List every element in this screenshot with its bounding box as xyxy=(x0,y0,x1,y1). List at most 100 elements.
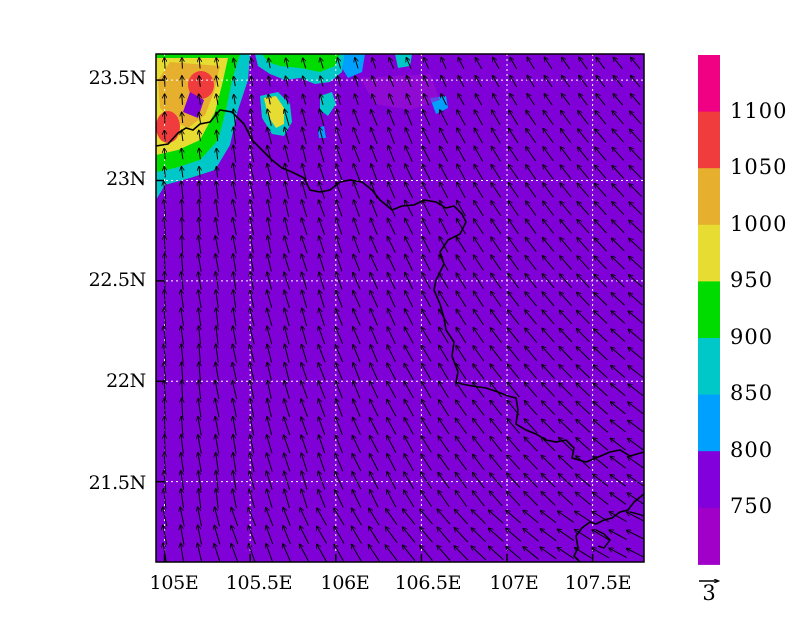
wind-vector xyxy=(370,472,379,490)
wind-vector xyxy=(405,128,413,144)
wind-vector xyxy=(216,308,218,327)
wind-vector xyxy=(353,309,361,326)
wind-vector xyxy=(489,491,503,507)
wind-vector xyxy=(542,292,555,307)
border-line xyxy=(156,109,644,463)
wind-vector xyxy=(233,453,237,472)
wind-vector xyxy=(335,327,344,344)
wind-vector xyxy=(335,472,344,490)
wind-vector xyxy=(507,491,521,507)
wind-vector xyxy=(405,291,414,308)
wind-vector xyxy=(629,129,642,143)
wind-vector xyxy=(338,76,341,87)
wind-vector xyxy=(507,419,520,434)
wind-vector xyxy=(559,419,573,433)
wind-vector xyxy=(317,544,327,562)
wind-vector xyxy=(353,345,361,363)
wind-vector xyxy=(285,200,290,218)
wind-vector xyxy=(458,94,465,106)
wind-vector xyxy=(318,471,326,490)
wind-vector xyxy=(267,344,273,363)
wind-vector xyxy=(404,327,414,344)
wind-vector xyxy=(406,76,412,87)
wind-vector xyxy=(286,58,288,69)
wind-vector xyxy=(389,58,395,69)
wind-vector xyxy=(267,326,273,345)
wind-vector xyxy=(199,112,201,123)
wind-vector xyxy=(405,273,414,290)
wind-vector xyxy=(593,474,609,487)
wind-vector xyxy=(336,290,343,308)
wind-vector xyxy=(438,418,450,435)
colorbar xyxy=(698,55,720,565)
wind-vector xyxy=(319,182,325,199)
wind-vector xyxy=(266,453,273,472)
wind-vector xyxy=(490,382,503,398)
wind-vector xyxy=(370,218,378,235)
wind-vector xyxy=(559,456,574,470)
wind-vector xyxy=(388,291,396,308)
wind-vector xyxy=(181,130,183,142)
wind-vector xyxy=(474,201,484,217)
wind-vector xyxy=(164,181,166,199)
wind-vector xyxy=(473,309,484,326)
wind-vector xyxy=(353,218,360,235)
wind-vector xyxy=(301,381,308,399)
colorbar-label-850: 850 xyxy=(730,381,774,405)
wind-vector xyxy=(595,111,607,125)
wind-vector xyxy=(199,344,201,363)
wind-vector xyxy=(439,146,449,162)
wind-vector xyxy=(610,420,626,433)
wind-vector xyxy=(302,163,307,181)
wind-vector xyxy=(422,200,431,217)
wind-vector xyxy=(248,508,257,526)
wind-vector xyxy=(353,109,360,126)
wind-vector xyxy=(507,328,520,343)
wind-vector xyxy=(592,530,610,541)
wind-vector xyxy=(627,512,644,522)
wind-vector xyxy=(216,290,219,309)
wind-vector xyxy=(182,76,183,87)
vector-reference-label: 3 xyxy=(702,581,716,605)
wind-vector xyxy=(544,76,553,88)
wind-vector xyxy=(250,254,254,272)
colorbar-label-1100: 1100 xyxy=(730,99,788,123)
colorbar-segment xyxy=(698,168,720,226)
wind-vector xyxy=(336,146,343,163)
wind-vector xyxy=(540,529,557,542)
wind-vector xyxy=(560,165,572,180)
wind-vector xyxy=(198,435,202,454)
wind-vector xyxy=(301,272,308,290)
wind-vector xyxy=(284,489,290,509)
wind-vector xyxy=(421,472,433,489)
wind-vector xyxy=(303,76,306,87)
wind-vector xyxy=(266,507,274,527)
wind-vector xyxy=(490,418,503,434)
wind-vector xyxy=(577,292,590,306)
wind-vector xyxy=(285,76,288,87)
wind-vector xyxy=(198,471,202,491)
wind-vector xyxy=(284,417,291,436)
wind-vector xyxy=(302,127,307,145)
wind-vector xyxy=(456,327,467,344)
wind-vector xyxy=(215,435,220,454)
wind-vector xyxy=(233,272,237,290)
wind-vector xyxy=(164,148,165,160)
wind-vector xyxy=(181,290,184,309)
wind-vector xyxy=(613,94,623,106)
wind-vector xyxy=(216,167,217,178)
wind-vector xyxy=(181,254,182,272)
wind-vector xyxy=(199,489,201,509)
wind-vector xyxy=(371,164,378,181)
wind-vector xyxy=(507,346,520,362)
wind-vector xyxy=(613,76,623,88)
wind-vector xyxy=(267,399,272,418)
wind-vector xyxy=(489,510,504,524)
lon-label-105-5: 105.5E xyxy=(225,572,293,594)
wind-vector xyxy=(541,437,556,452)
wind-vector xyxy=(508,147,519,162)
wind-vector xyxy=(525,310,537,325)
wind-vector xyxy=(216,272,219,290)
colorbar-segment xyxy=(698,55,720,113)
wind-vector xyxy=(268,236,272,254)
